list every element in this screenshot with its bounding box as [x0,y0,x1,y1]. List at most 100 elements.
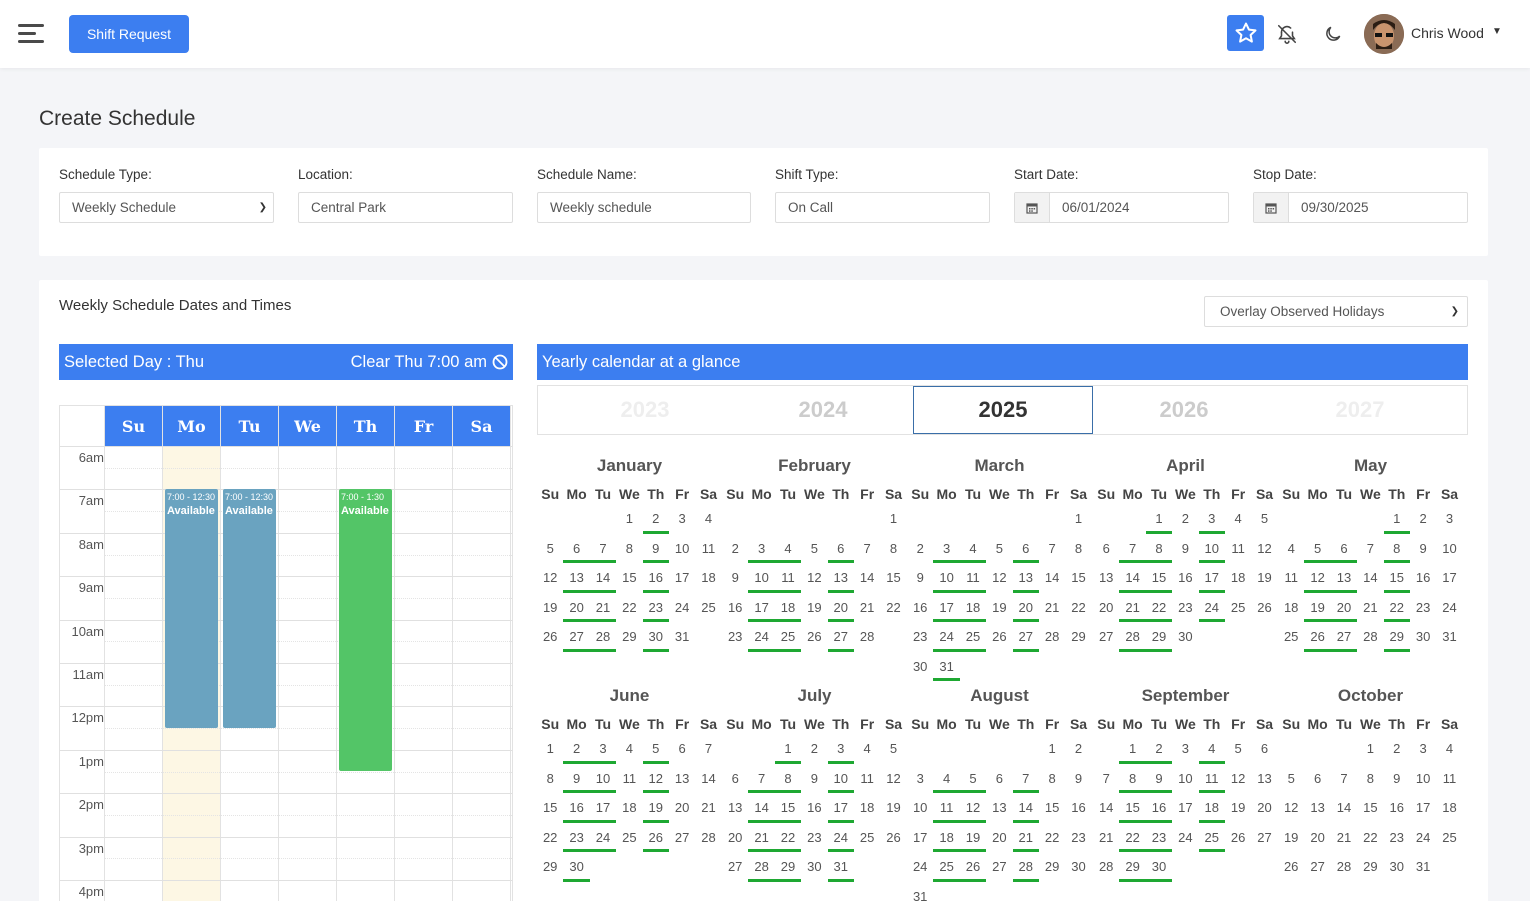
calendar-day[interactable]: 22 [1363,829,1378,845]
calendar-day[interactable]: 14 [1119,567,1147,597]
calendar-day[interactable]: 5 [1234,741,1242,756]
calendar-day[interactable]: 19 [807,599,822,615]
calendar-day[interactable]: 7 [748,768,776,798]
calendar-day[interactable]: 16 [912,599,928,615]
calendar-day[interactable]: 24 [589,827,617,857]
bell-off-icon[interactable] [1275,22,1299,46]
calendar-day[interactable]: 1 [1366,741,1374,756]
calendar-day[interactable]: 20 [1098,599,1114,615]
calendar-day[interactable]: 22 [542,829,558,845]
calendar-day[interactable]: 12 [542,570,558,585]
calendar-day[interactable]: 16 [1415,570,1431,585]
calendar-day[interactable]: 28 [589,626,617,656]
calendar-day[interactable]: 17 [589,797,617,827]
moon-icon[interactable] [1322,23,1344,45]
day-header-sa[interactable]: Sa [453,406,510,446]
calendar-day[interactable]: 17 [912,829,928,845]
calendar-day[interactable]: 13 [727,800,743,815]
calendar-day[interactable]: 25 [1442,829,1457,845]
calendar-day[interactable]: 12 [807,570,822,585]
calendar-day[interactable]: 25 [1283,629,1299,644]
calendar-day[interactable]: 7 [1102,770,1110,786]
calendar-day[interactable]: 7 [704,741,713,756]
calendar-day[interactable]: 26 [1283,859,1299,874]
calendar-day[interactable]: 13 [1330,567,1358,597]
calendar-day[interactable]: 6 [827,538,855,568]
calendar-day[interactable]: 29 [1145,626,1173,656]
calendar-day[interactable]: 16 [1071,800,1086,815]
calendar-day[interactable]: 22 [1044,829,1060,845]
calendar-day[interactable]: 29 [1363,859,1378,874]
calendar-day[interactable]: 29 [774,856,802,886]
calendar-day[interactable]: 22 [1119,827,1147,857]
calendar-day[interactable]: 12 [959,797,987,827]
calendar-day[interactable]: 6 [1102,540,1110,556]
calendar-day[interactable]: 8 [1074,540,1083,556]
calendar-day[interactable]: 1 [1145,508,1173,538]
calendar-day[interactable]: 20 [827,597,855,627]
calendar-day[interactable]: 30 [912,658,928,674]
calendar-day[interactable]: 10 [589,768,617,798]
calendar-day[interactable]: 27 [727,859,743,874]
calendar-day[interactable]: 11 [774,567,802,597]
calendar-day[interactable]: 17 [1198,567,1226,597]
calendar-day[interactable]: 16 [1178,570,1193,585]
calendar-day[interactable]: 2 [563,738,591,768]
calendar-day[interactable]: 1 [1048,741,1056,756]
schedule-event[interactable]: 7:00 - 12:30 Available [223,489,276,729]
calendar-day[interactable]: 7 [589,538,617,568]
calendar-day[interactable]: 24 [933,626,961,656]
calendar-day[interactable]: 3 [1419,741,1427,756]
calendar-day[interactable]: 26 [807,629,822,644]
calendar-day[interactable]: 21 [701,800,716,815]
calendar-day[interactable]: 7 [1366,540,1374,556]
calendar-day[interactable]: 18 [622,800,637,815]
calendar-day[interactable]: 19 [1304,597,1332,627]
calendar-day[interactable]: 2 [731,540,739,556]
calendar-day[interactable]: 12 [1230,770,1246,786]
star-icon[interactable] [1227,15,1264,51]
calendar-day[interactable]: 30 [1389,859,1404,874]
calendar-day[interactable]: 26 [992,629,1007,644]
calendar-day[interactable]: 12 [642,768,670,798]
calendar-day[interactable]: 12 [886,770,901,786]
calendar-day[interactable]: 31 [912,888,928,901]
calendar-day[interactable]: 4 [863,741,871,756]
calendar-day[interactable]: 6 [1330,538,1358,568]
calendar-day[interactable]: 18 [1198,797,1226,827]
year-2027[interactable]: 2027 [1335,397,1385,422]
calendar-day[interactable]: 15 [1363,800,1378,815]
calendar-day[interactable]: 9 [563,768,591,798]
calendar-day[interactable]: 27 [992,859,1007,874]
calendar-day[interactable]: 23 [1145,827,1173,857]
calendar-day[interactable]: 18 [1442,800,1457,815]
calendar-day[interactable]: 8 [1145,538,1173,568]
calendar-day[interactable]: 2 [916,540,924,556]
calendar-day[interactable]: 17 [1178,800,1193,815]
calendar-day[interactable]: 23 [807,829,822,845]
calendar-day[interactable]: 9 [1181,540,1189,556]
calendar-day[interactable]: 15 [1119,797,1147,827]
calendar-day[interactable]: 18 [701,570,716,585]
calendar-day[interactable]: 16 [563,797,591,827]
calendar-day[interactable]: 29 [542,859,558,874]
chevron-down-icon[interactable]: ▼ [1492,26,1502,37]
calendar-day[interactable]: 30 [563,856,591,886]
day-header-su[interactable]: Su [105,406,162,446]
calendar-day[interactable]: 29 [1044,859,1060,874]
calendar-day[interactable]: 11 [622,770,637,786]
calendar-day[interactable]: 31 [674,629,690,644]
calendar-day[interactable]: 7 [1012,768,1040,798]
calendar-day[interactable]: 29 [1071,629,1086,644]
calendar-day[interactable]: 19 [1283,829,1299,845]
calendar-day[interactable]: 10 [912,800,928,815]
day-header-we[interactable]: We [279,406,336,446]
calendar-day[interactable]: 27 [1330,626,1358,656]
calendar-day[interactable]: 21 [748,827,776,857]
calendar-day[interactable]: 21 [1363,599,1378,615]
calendar-day[interactable]: 21 [1119,597,1147,627]
menu-icon[interactable] [18,24,44,44]
calendar-day[interactable]: 3 [1181,741,1189,756]
calendar-day[interactable]: 1 [1074,511,1083,526]
calendar-day[interactable]: 13 [563,567,591,597]
